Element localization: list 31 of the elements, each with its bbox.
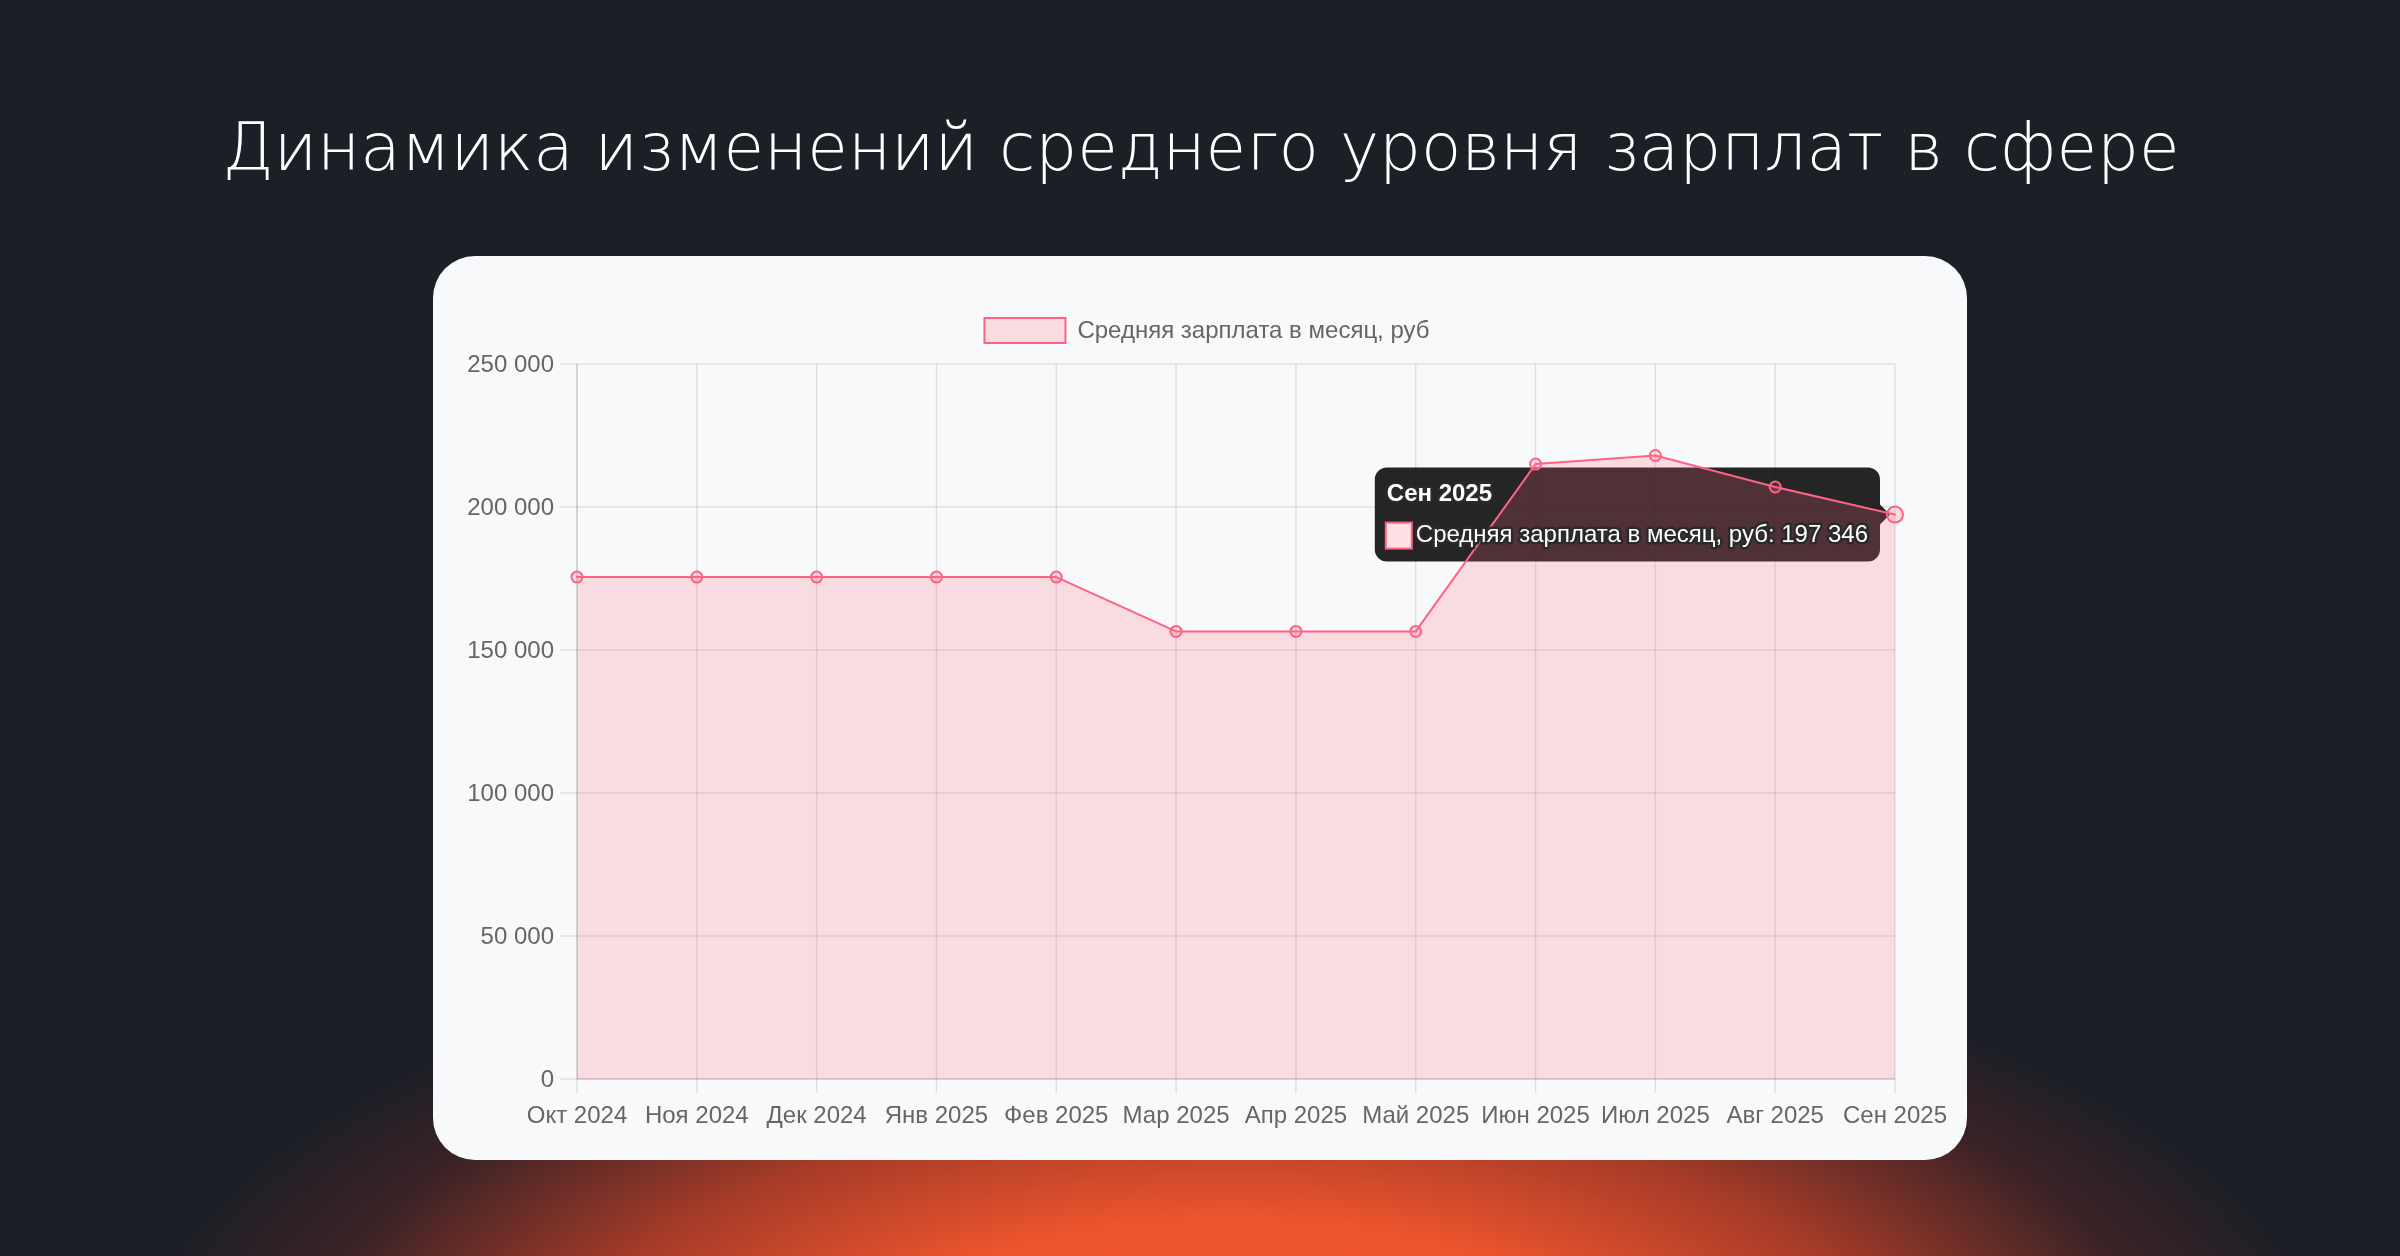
point [570,570,584,584]
point [1648,449,1662,463]
x-tick-label: Сен 2025 [1843,1101,1947,1128]
point [1289,624,1303,638]
point [1049,570,1063,584]
y-tick-label: 150 000 [467,636,554,664]
point [1169,624,1183,638]
x-tick-label: Ноя 2024 [644,1101,749,1128]
y-tick-label: 100 000 [467,779,554,807]
chart-title: Динамика изменений среднего уровня зарплат в сфере [222,109,2180,186]
point [929,570,943,584]
point [1529,457,1543,471]
point [810,570,824,584]
x-tick-label: Окт 2024 [526,1101,628,1128]
y-tick-label: 250 000 [467,350,554,378]
point [690,570,704,584]
y-tick-label: 0 [540,1065,554,1093]
x-tick-label: Дек 2024 [766,1101,867,1128]
y-tick-label: 200 000 [467,493,554,521]
legend-label: Средняя зарплата в месяц, руб [1077,316,1430,343]
point [1768,480,1782,494]
x-tick-label: Май 2025 [1362,1101,1470,1128]
x-tick-label: Апр 2025 [1244,1101,1348,1128]
y-tick-label: 50 000 [480,922,554,950]
x-tick-label: Июл 2025 [1600,1101,1710,1128]
x-tick-label: Июн 2025 [1481,1101,1590,1128]
x-tick-label: Фев 2025 [1004,1101,1109,1128]
point [1409,624,1423,638]
x-tick-label: Янв 2025 [884,1101,989,1128]
x-tick-label: Авг 2025 [1726,1101,1824,1128]
x-tick-label: Мар 2025 [1122,1101,1230,1128]
